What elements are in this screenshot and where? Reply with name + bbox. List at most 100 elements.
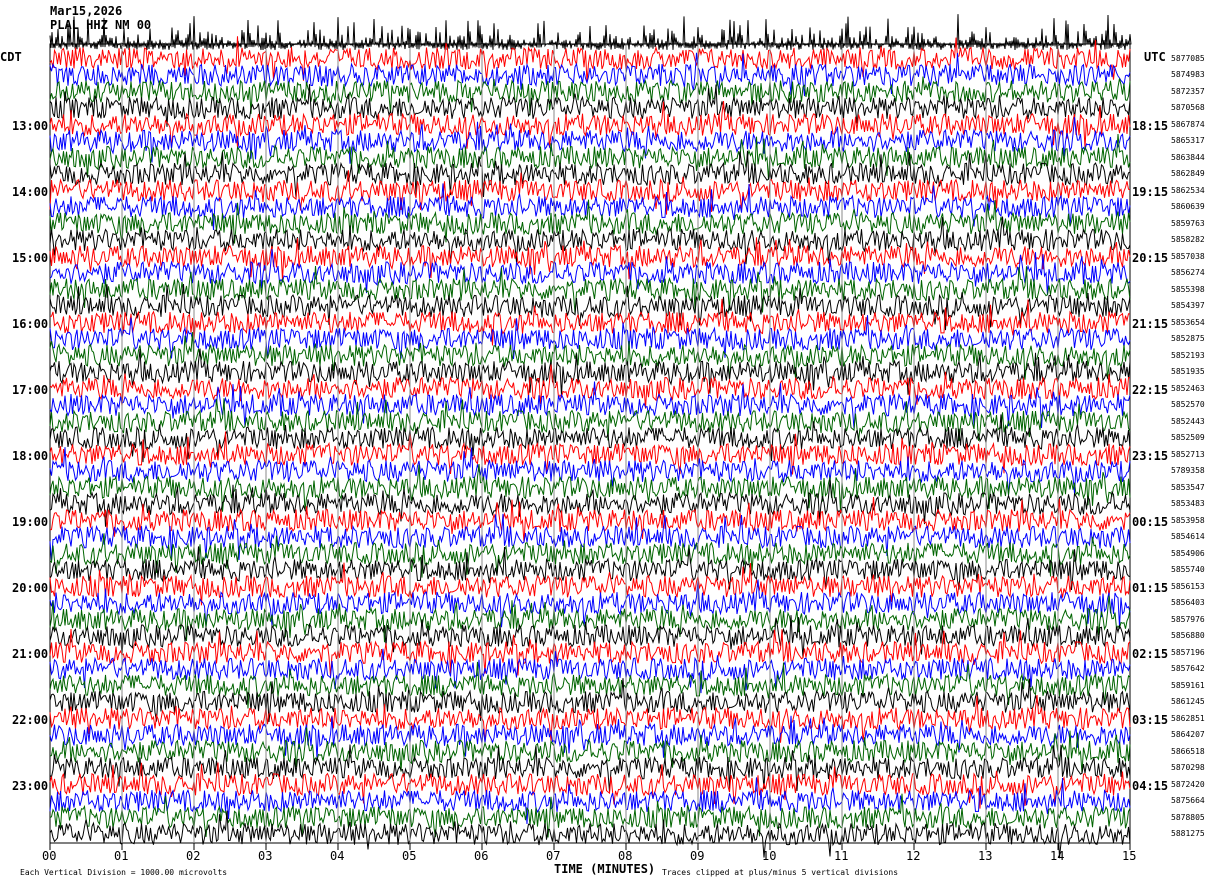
trace-offset-label: 5865317	[1171, 136, 1205, 145]
cdt-hour-label: 16:00	[12, 316, 49, 331]
trace-line	[49, 265, 1131, 314]
x-tick-label: 08	[618, 849, 633, 863]
x-tick-label: 11	[834, 849, 849, 863]
trace-offset-label: 5856880	[1171, 631, 1205, 640]
cdt-hour-label: 22:00	[12, 712, 49, 727]
trace-line	[49, 170, 1131, 215]
x-tick-label: 12	[906, 849, 921, 863]
cdt-hour-label: 20:00	[12, 580, 49, 595]
trace-line	[49, 348, 1131, 396]
trace-offset-label: 5853958	[1171, 515, 1205, 525]
x-tick-label: 01	[114, 849, 129, 863]
trace-line	[49, 562, 1131, 606]
trace-line	[49, 744, 1131, 792]
trace-offset-label: 5853654	[1171, 317, 1205, 327]
trace-offset-label: 5789358	[1171, 466, 1205, 475]
utc-hour-label: 19:15	[1132, 184, 1169, 199]
cdt-hour-label: 15:00	[12, 250, 49, 265]
trace-line	[49, 283, 1131, 331]
trace-offset-label: 5854614	[1171, 532, 1205, 541]
trace-line	[49, 216, 1131, 265]
trace-line	[49, 150, 1131, 198]
trace-offset-label: 5857642	[1171, 664, 1205, 673]
utc-hour-label: 18:15	[1132, 118, 1169, 133]
trace-offset-label: 5862534	[1171, 185, 1205, 195]
trace-offset-label: 5852875	[1171, 334, 1205, 343]
utc-hour-label: 20:15	[1132, 250, 1169, 265]
utc-hour-label: 21:15	[1132, 316, 1169, 331]
trace-line	[49, 810, 1131, 859]
clip-note: Traces clipped at plus/minus 5 vertical …	[662, 868, 899, 877]
trace-line	[49, 117, 1131, 164]
x-tick-label: 15	[1122, 849, 1137, 863]
cdt-hour-label: 18:00	[12, 448, 49, 463]
trace-offset-label: 5857038	[1171, 251, 1205, 261]
utc-hour-label: 03:15	[1132, 712, 1169, 727]
trace-offset-label: 5870568	[1171, 103, 1205, 112]
trace-line	[49, 133, 1131, 180]
trace-offset-label: 5862851	[1171, 713, 1205, 723]
x-tick-label: 04	[330, 849, 345, 863]
trace-line	[49, 496, 1131, 543]
trace-line	[49, 727, 1131, 774]
x-tick-label: 00	[42, 849, 57, 863]
trace-offset-label: 5859763	[1171, 218, 1205, 228]
trace-offset-label: 5854397	[1171, 301, 1205, 310]
trace-line	[49, 431, 1131, 475]
trace-offset-label: 5851935	[1171, 367, 1205, 376]
trace-offset-label: 5857196	[1171, 647, 1205, 657]
scale-note: Each Vertical Division = 1000.00 microvo…	[20, 868, 228, 877]
trace-offset-label: 5866518	[1171, 746, 1205, 756]
trace-top	[49, 14, 1132, 51]
trace-line	[49, 480, 1131, 527]
trace-offset-label: 5861245	[1171, 697, 1205, 706]
trace-line	[49, 533, 1131, 578]
x-axis-label: TIME (MINUTES)	[554, 862, 656, 876]
trace-offset-label: 5870298	[1171, 763, 1205, 772]
trace-line	[49, 793, 1131, 838]
utc-hour-label: 04:15	[1132, 778, 1169, 793]
trace-offset-label: 5875664	[1171, 796, 1205, 805]
trace-line	[49, 398, 1131, 442]
trace-offset-label: 5857976	[1171, 614, 1205, 624]
trace-offset-label: 5860639	[1171, 202, 1205, 211]
x-tick-label: 02	[186, 849, 201, 863]
trace-line	[49, 615, 1131, 659]
trace-line	[49, 199, 1131, 244]
trace-offset-label: 5878805	[1171, 812, 1205, 822]
trace-offset-label: 5852713	[1171, 449, 1205, 459]
utc-hour-label: 23:15	[1132, 448, 1169, 463]
left-timezone: CDT	[0, 50, 22, 64]
trace-offset-label: 5872357	[1171, 86, 1205, 96]
trace-offset-label: 5852443	[1171, 416, 1205, 426]
x-tick-label: 06	[474, 849, 489, 863]
utc-hour-label: 22:15	[1132, 382, 1169, 397]
x-tick-label: 03	[258, 849, 273, 863]
cdt-hour-label: 14:00	[12, 184, 49, 199]
trace-line	[49, 332, 1131, 380]
trace-offset-label: 5862849	[1171, 169, 1205, 178]
trace-offset-label: 5856403	[1171, 598, 1205, 607]
trace-offset-label: 5852509	[1171, 433, 1205, 442]
trace-line	[49, 715, 1131, 759]
chart-date: Mar15,2026	[50, 4, 123, 18]
trace-offset-label: 5852193	[1171, 350, 1205, 360]
station-label: PLAL HHZ NM 00	[50, 18, 152, 32]
trace-line	[49, 648, 1131, 694]
trace-offset-label: 5852570	[1171, 400, 1205, 409]
trace-offset-label: 5874983	[1171, 70, 1205, 79]
trace-line	[49, 84, 1131, 127]
trace-offset-label: 5864207	[1171, 730, 1205, 739]
trace-line	[49, 249, 1131, 296]
trace-line	[49, 777, 1131, 825]
trace-offset-label: 5853547	[1171, 482, 1205, 492]
trace-offset-label: 5858282	[1171, 235, 1205, 244]
trace-line	[49, 579, 1131, 628]
x-tick-label: 09	[690, 849, 705, 863]
trace-offset-label: 5856274	[1171, 268, 1205, 277]
cdt-hour-label: 17:00	[12, 382, 49, 397]
trace-offset-label: 5872420	[1171, 779, 1205, 789]
utc-hour-label: 02:15	[1132, 646, 1169, 661]
trace-line	[49, 100, 1131, 149]
